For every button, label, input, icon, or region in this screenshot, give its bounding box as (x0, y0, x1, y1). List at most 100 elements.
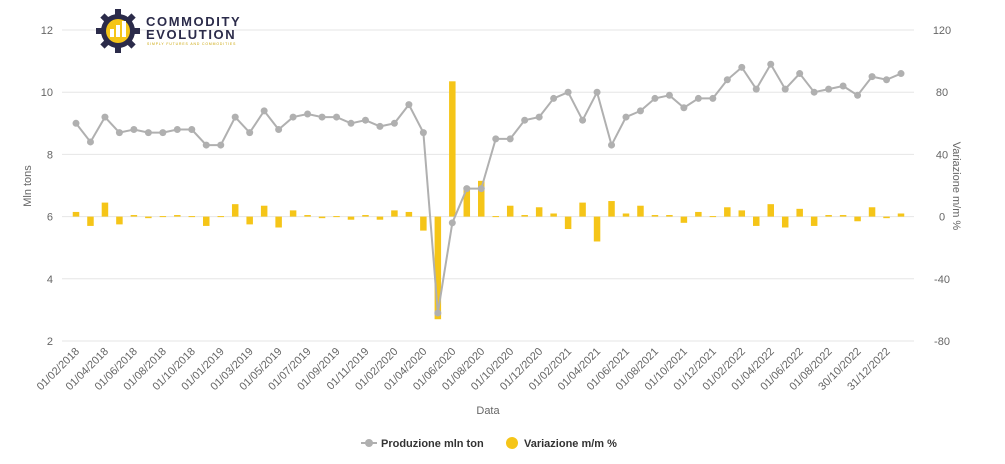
production-point[interactable] (694, 94, 702, 102)
production-point[interactable] (665, 91, 673, 99)
production-point[interactable] (72, 119, 80, 127)
production-point[interactable] (883, 76, 891, 84)
variation-bar[interactable] (506, 205, 514, 217)
production-point[interactable] (781, 85, 789, 93)
variation-bar[interactable] (564, 216, 572, 230)
production-point[interactable] (680, 104, 688, 112)
variation-bar[interactable] (868, 207, 876, 217)
variation-bar[interactable] (376, 216, 384, 220)
production-point[interactable] (289, 113, 297, 121)
production-point[interactable] (448, 219, 456, 227)
variation-bar[interactable] (203, 216, 210, 226)
variation-bar[interactable] (116, 216, 123, 225)
production-point[interactable] (868, 73, 876, 81)
production-point[interactable] (304, 110, 312, 118)
production-point[interactable] (217, 141, 225, 149)
production-point[interactable] (709, 94, 717, 102)
variation-bar[interactable] (246, 216, 253, 225)
variation-bar[interactable] (825, 215, 832, 217)
legend-item-production[interactable]: Produzione mln ton (361, 438, 484, 450)
variation-bar[interactable] (87, 216, 94, 226)
variation-bar[interactable] (347, 216, 355, 220)
variation-bar[interactable] (810, 216, 818, 226)
production-point[interactable] (246, 129, 254, 137)
variation-bar[interactable] (72, 211, 80, 217)
variation-bar[interactable] (289, 210, 297, 217)
variation-bar[interactable] (188, 216, 196, 218)
variation-bar[interactable] (637, 205, 644, 217)
variation-bar[interactable] (651, 215, 659, 217)
variation-bar[interactable] (622, 213, 630, 217)
variation-bar[interactable] (130, 215, 138, 217)
production-point[interactable] (86, 138, 94, 146)
production-point[interactable] (390, 119, 398, 127)
production-point[interactable] (651, 94, 659, 102)
variation-bar[interactable] (101, 202, 109, 217)
production-point[interactable] (361, 116, 369, 124)
variation-bar[interactable] (753, 216, 760, 226)
production-point[interactable] (101, 113, 109, 121)
production-point[interactable] (506, 135, 514, 143)
variation-bar[interactable] (593, 216, 601, 242)
variation-bar[interactable] (767, 204, 774, 217)
production-point[interactable] (593, 88, 601, 96)
variation-bar[interactable] (304, 215, 311, 217)
production-point[interactable] (130, 126, 138, 134)
production-point[interactable] (810, 88, 818, 96)
variation-bar[interactable] (550, 213, 557, 217)
production-point[interactable] (347, 119, 355, 127)
production-point[interactable] (636, 107, 644, 115)
production-point[interactable] (550, 94, 558, 102)
variation-bar[interactable] (695, 211, 702, 217)
production-point[interactable] (839, 82, 847, 90)
variation-bar[interactable] (420, 216, 427, 231)
production-point[interactable] (434, 309, 442, 317)
production-point[interactable] (723, 76, 731, 84)
variation-bar[interactable] (535, 207, 543, 217)
production-point[interactable] (419, 129, 427, 137)
variation-bar[interactable] (260, 205, 268, 217)
production-point[interactable] (333, 113, 341, 121)
production-point[interactable] (260, 107, 268, 115)
variation-bar[interactable] (159, 216, 167, 218)
production-point[interactable] (275, 126, 283, 134)
production-point[interactable] (188, 126, 196, 134)
variation-bar[interactable] (231, 204, 239, 217)
production-point[interactable] (173, 126, 181, 134)
variation-bar[interactable] (478, 180, 485, 217)
variation-bar[interactable] (709, 216, 717, 218)
variation-bar[interactable] (738, 210, 746, 217)
production-point[interactable] (796, 70, 804, 78)
variation-bar[interactable] (492, 216, 499, 218)
production-point[interactable] (535, 113, 543, 121)
variation-bar[interactable] (839, 215, 847, 217)
variation-bar[interactable] (217, 216, 224, 218)
variation-bar[interactable] (854, 216, 861, 222)
production-point[interactable] (231, 113, 239, 121)
production-point[interactable] (608, 141, 616, 149)
production-point[interactable] (564, 88, 572, 96)
production-point[interactable] (738, 63, 746, 71)
production-point[interactable] (115, 129, 123, 137)
production-point[interactable] (318, 113, 326, 121)
production-point[interactable] (492, 135, 500, 143)
variation-bar[interactable] (796, 208, 803, 217)
legend-item-variation[interactable]: Variazione m/m % (506, 437, 617, 450)
variation-bar[interactable] (680, 216, 688, 223)
production-point[interactable] (767, 60, 775, 68)
variation-bar[interactable] (318, 216, 326, 219)
variation-bar[interactable] (145, 216, 152, 219)
production-point[interactable] (521, 116, 529, 124)
variation-bar[interactable] (434, 216, 442, 320)
production-point[interactable] (144, 129, 152, 137)
variation-bar[interactable] (405, 211, 413, 217)
production-point[interactable] (579, 116, 587, 124)
production-point[interactable] (854, 91, 862, 99)
variation-bar[interactable] (463, 187, 471, 217)
production-point[interactable] (463, 185, 471, 193)
variation-bar[interactable] (275, 216, 282, 228)
production-point[interactable] (825, 85, 833, 93)
production-point[interactable] (159, 129, 167, 137)
production-point[interactable] (405, 101, 413, 109)
production-point[interactable] (202, 141, 210, 149)
